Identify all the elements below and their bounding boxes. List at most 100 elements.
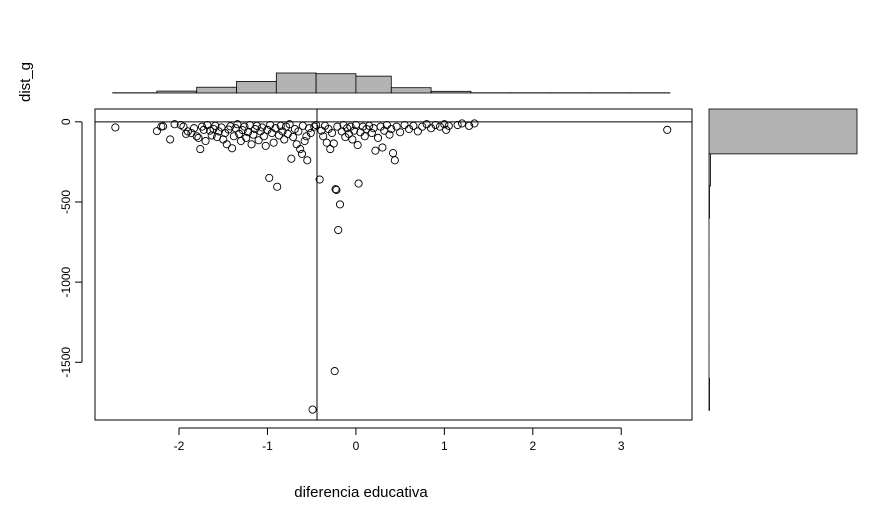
scatter-point: [306, 128, 315, 138]
scatter-point: [176, 120, 185, 130]
scatter-point: [111, 123, 120, 132]
scatter-point: [371, 146, 380, 155]
scatter-point: [348, 135, 357, 144]
scatter-point: [333, 122, 342, 131]
scatter-point: [330, 367, 339, 376]
scatter-point: [294, 127, 303, 136]
scatter-point: [217, 123, 226, 132]
scatter-point: [303, 156, 312, 165]
right-histogram-bar: [708, 153, 711, 187]
scatter-point: [663, 125, 672, 134]
scatter-point: [422, 120, 431, 129]
scatter-point: [431, 120, 440, 130]
scatter-point: [259, 132, 268, 141]
x-tick-label: 0: [353, 439, 360, 453]
x-tick-label: 1: [441, 439, 448, 453]
scatter-point: [170, 120, 179, 129]
scatter-point: [254, 136, 263, 145]
scatter-point: [465, 121, 474, 130]
scatter-point: [240, 122, 249, 131]
x-tick-label: 2: [529, 439, 536, 453]
scatter-point: [228, 144, 237, 153]
scatter-point: [382, 120, 391, 130]
scatter-point: [287, 154, 296, 163]
top-histogram: [112, 72, 671, 94]
scatter-point: [233, 120, 242, 129]
scatter-point: [271, 124, 280, 133]
scatter-point: [205, 126, 215, 135]
scatter-point: [319, 132, 328, 141]
scatter-point: [335, 200, 345, 209]
scatter-point: [308, 405, 317, 414]
top-histogram-bar: [236, 81, 277, 94]
scatter-point: [343, 124, 352, 133]
right-histogram: [708, 108, 858, 411]
plot-frame: [94, 108, 693, 421]
scatter-point: [297, 149, 307, 158]
scatter-point: [261, 141, 270, 150]
scatter-point: [179, 122, 188, 131]
y-axis-label: dist_g: [17, 62, 34, 102]
scatter-point: [367, 128, 376, 138]
scatter-point: [334, 225, 343, 235]
x-tick-label: -1: [262, 439, 273, 453]
scatter-point: [413, 127, 422, 136]
scatter-point: [369, 124, 378, 133]
scatter-point: [192, 132, 201, 141]
scatter-point: [315, 175, 324, 184]
top-histogram-bar: [355, 75, 392, 94]
scatter-point: [229, 132, 238, 141]
scatter-point: [190, 124, 199, 133]
scatter-point: [214, 127, 223, 136]
scatter-point: [166, 135, 175, 144]
scatter-point: [312, 120, 321, 130]
scatter-point: [236, 137, 245, 146]
scatter-point: [269, 138, 278, 147]
y-tick-label: -1000: [59, 266, 73, 297]
scatter-point: [183, 127, 192, 136]
scatter-point: [373, 133, 383, 142]
scatter-point: [457, 119, 467, 128]
scatter-point: [258, 123, 267, 132]
scatter-point: [265, 173, 274, 182]
top-histogram-bar: [315, 73, 357, 94]
top-histogram-bar: [390, 87, 432, 94]
scatter-point: [327, 128, 337, 138]
scatter-point: [409, 121, 418, 130]
scatter-point: [201, 137, 210, 146]
scatter-point: [400, 120, 409, 130]
top-histogram-bar: [430, 90, 472, 94]
scatter-point: [453, 120, 462, 130]
scatter-point: [285, 120, 294, 129]
scatter-point: [310, 122, 319, 131]
scatter-point: [296, 145, 305, 154]
scatter-point: [182, 129, 191, 138]
scatter-point: [378, 143, 387, 152]
scatter-point: [418, 122, 427, 131]
scatter-point: [273, 182, 282, 191]
scatter-point: [389, 149, 398, 158]
scatter-point: [159, 122, 168, 131]
scatter-point: [226, 122, 235, 131]
scatter-point: [222, 140, 231, 149]
scatter-point: [387, 124, 396, 134]
scatter-point: [152, 127, 161, 136]
y-tick-label: 0: [59, 118, 73, 125]
scatter-point: [392, 122, 401, 131]
scatter-point: [390, 156, 399, 165]
scatter-point: [440, 120, 449, 129]
x-tick-label: -2: [174, 439, 185, 453]
scatter-points: [111, 119, 672, 414]
scatter-point: [350, 126, 359, 135]
scatter-point: [470, 119, 479, 128]
scatter-point: [365, 121, 374, 130]
scatter-point: [289, 133, 298, 142]
scatter-point: [329, 139, 338, 148]
scatter-point: [194, 133, 203, 142]
scatter-point: [326, 145, 335, 154]
x-axis: -2 -1 0 1 2 3: [174, 427, 625, 453]
right-histogram-bar: [708, 108, 858, 155]
scatter-point: [242, 133, 251, 142]
top-histogram-bar: [196, 86, 237, 94]
scatter-point: [249, 130, 258, 139]
